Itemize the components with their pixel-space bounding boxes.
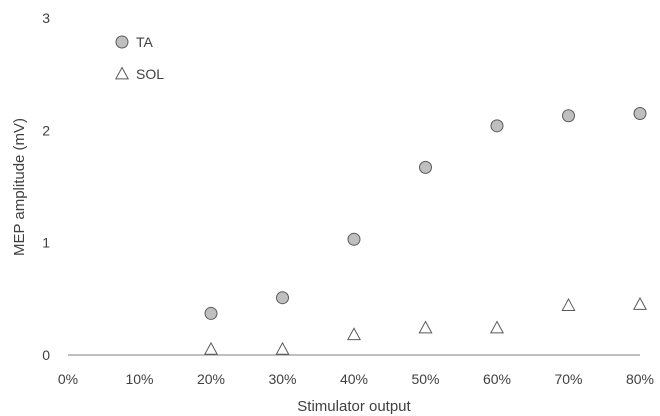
sol-data-point bbox=[489, 320, 505, 334]
ta-data-point bbox=[276, 291, 289, 305]
y-tick-label: 2 bbox=[42, 122, 50, 138]
x-tick-label: 40% bbox=[340, 371, 368, 387]
x-tick-label: 60% bbox=[483, 371, 511, 387]
x-tick-labels: 0% 10% 20% 30% 40% 50% 60% 70% 80% bbox=[58, 371, 654, 387]
x-tick-label: 20% bbox=[197, 371, 225, 387]
x-tick-label: 80% bbox=[626, 371, 654, 387]
ta-data-point bbox=[633, 106, 647, 120]
x-tick-label: 70% bbox=[554, 371, 582, 387]
y-axis-label: MEP amplitude (mV) bbox=[11, 118, 28, 256]
sol-data-point bbox=[203, 341, 219, 355]
x-tick-label: 0% bbox=[58, 371, 78, 387]
ta-data-point bbox=[347, 232, 361, 246]
ta-data-point bbox=[562, 109, 575, 123]
x-axis-label: Stimulator output bbox=[297, 398, 411, 415]
y-tick-label: 0 bbox=[42, 347, 50, 363]
sol-data-point bbox=[418, 320, 433, 334]
ta-data-point bbox=[419, 160, 432, 174]
sol-legend-marker bbox=[114, 66, 130, 80]
y-tick-labels: 0 1 2 3 bbox=[42, 10, 50, 363]
ta-data-point bbox=[490, 119, 504, 133]
sol-data-point bbox=[632, 296, 648, 310]
ta-legend-label: TA bbox=[136, 34, 154, 50]
data-points bbox=[203, 106, 648, 355]
sol-data-point bbox=[275, 341, 290, 355]
x-tick-label: 50% bbox=[411, 371, 439, 387]
legend: TA SOL bbox=[114, 34, 164, 82]
x-tick-label: 30% bbox=[268, 371, 296, 387]
sol-data-point bbox=[561, 298, 576, 311]
x-tick-label: 10% bbox=[125, 371, 153, 387]
sol-legend-label: SOL bbox=[136, 66, 164, 82]
ta-data-point bbox=[204, 306, 218, 320]
y-tick-label: 3 bbox=[42, 10, 50, 26]
sol-data-point bbox=[346, 327, 362, 341]
y-tick-label: 1 bbox=[42, 235, 50, 251]
ta-legend-marker bbox=[115, 35, 129, 49]
